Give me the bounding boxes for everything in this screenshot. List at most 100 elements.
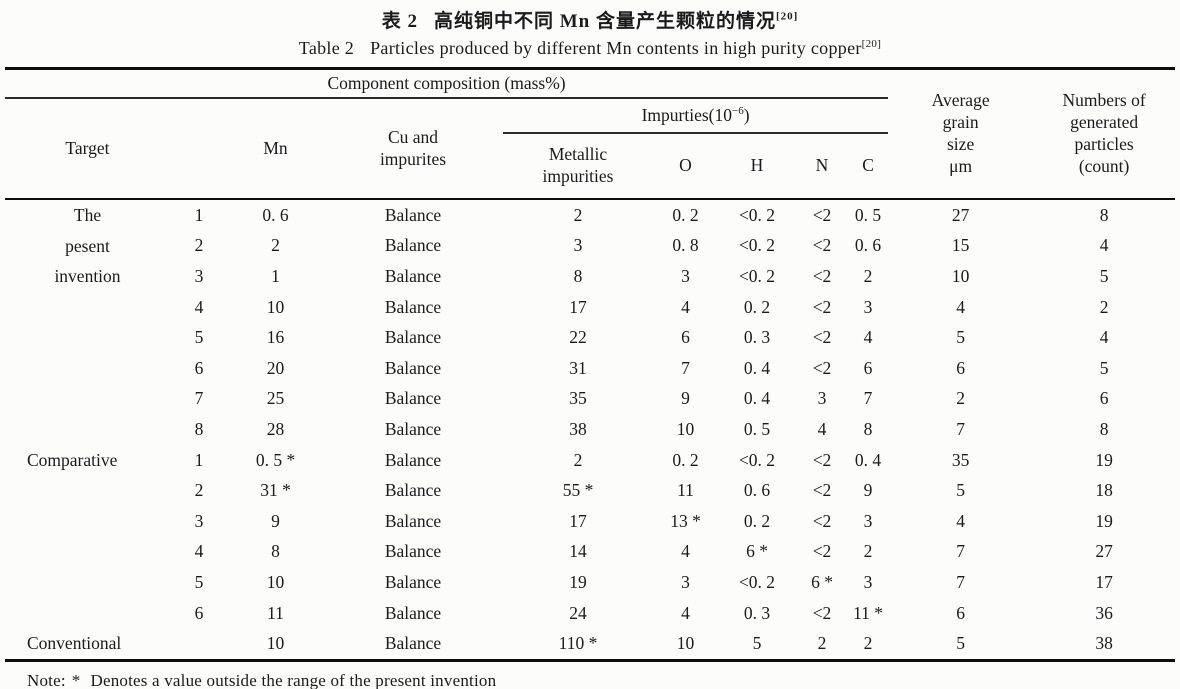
cell-hydrogen: 0. 6: [743, 480, 771, 501]
cell-oxygen: 9: [681, 388, 690, 409]
cell-sample-number: [170, 628, 228, 660]
cell-sample-number: 8: [194, 418, 204, 439]
caption-english: Table 2 Particles produced by different M…: [0, 38, 1180, 59]
cell-mn-content: 9: [271, 510, 280, 531]
table-row: Comparative 1 0. 5 * Balance 2 0. 2 <0. …: [5, 445, 1175, 476]
cell-oxygen: 7: [681, 357, 690, 378]
cell-grain-size: 27: [951, 204, 970, 225]
cell-oxygen: 10: [676, 633, 695, 654]
oxygen-column-header: O: [679, 155, 692, 176]
cell-cu-and-impurites: Balance: [384, 296, 442, 317]
grain-size-column-header: Average grain size μm: [931, 90, 990, 176]
table-row: 3 1 Balance 8 3 <0. 2 <2 2 10 5: [5, 261, 1175, 292]
cell-grain-size: 6: [956, 602, 965, 623]
cell-hydrogen: 0. 3: [743, 327, 771, 348]
footnote-text: Denotes a value outside the range of the…: [90, 670, 497, 689]
cell-grain-size: 4: [956, 510, 965, 531]
cell-carbon: 6: [863, 357, 873, 378]
cell-sample-number: 3: [194, 265, 204, 286]
table-row: The pesent invention 1 0. 6 Balance 2 0. 2…: [5, 199, 1175, 286]
cell-metallic-impurities: 2: [573, 204, 583, 225]
table-row: 6 11 Balance 24 4 0. 3 <2 11 * 6 36: [5, 598, 1175, 629]
cell-grain-size: 10: [951, 265, 970, 286]
table-body: The pesent invention 1 0. 6 Balance 2 0. 2…: [5, 199, 1176, 660]
table-header: Component composition (mass%) Average gr…: [5, 68, 1175, 200]
cell-sample-number: 1: [194, 204, 204, 225]
table-row: 3 9 Balance 17 13 * 0. 2 <2 3 4 19: [5, 506, 1175, 537]
cell-metallic-impurities: 8: [573, 265, 583, 286]
cell-oxygen: 4: [681, 602, 690, 623]
cell-carbon: 9: [863, 480, 873, 501]
caption-english-text: Particles produced by different Mn conte…: [370, 38, 862, 58]
cell-cu-and-impurites: Balance: [384, 235, 442, 256]
cell-grain-size: 35: [951, 449, 970, 470]
cell-hydrogen: <0. 2: [738, 265, 776, 286]
cell-oxygen: 3: [681, 571, 690, 592]
table-row: 2 2 Balance 3 0. 8 <0. 2 <2 0. 6 15 4: [5, 231, 1175, 262]
cell-mn-content: 0. 5 *: [255, 449, 296, 470]
cell-metallic-impurities: 38: [569, 418, 587, 439]
particles-data-table: Component composition (mass%) Average gr…: [5, 67, 1176, 662]
cell-mn-content: 16: [266, 327, 285, 348]
cell-oxygen: 3: [681, 265, 690, 286]
cell-oxygen: 0. 8: [672, 235, 699, 256]
cell-carbon: 7: [863, 388, 873, 409]
target-column-header: Target: [65, 137, 110, 158]
cell-grain-size: 5: [956, 480, 965, 501]
cell-oxygen: 13 *: [670, 510, 701, 531]
component-composition-group-header: Component composition (mass%): [5, 68, 889, 99]
cell-cu-and-impurites: Balance: [384, 602, 442, 623]
cell-oxygen: 10: [676, 418, 695, 439]
cell-hydrogen: <0. 2: [738, 571, 776, 592]
cell-mn-content: 11: [267, 602, 284, 623]
cell-nitrogen: 2: [817, 633, 827, 654]
cell-metallic-impurities: 110 *: [558, 633, 598, 654]
caption-chinese-label: 表 2: [381, 11, 418, 32]
cell-particle-count: 8: [1099, 204, 1109, 225]
cell-mn-content: 0. 6: [262, 204, 289, 225]
cell-particle-count: 27: [1095, 541, 1113, 562]
nitrogen-column-header: N: [815, 155, 829, 176]
cell-mn-content: 8: [271, 541, 280, 562]
cell-metallic-impurities: 35: [569, 388, 587, 409]
cell-mn-content: 31 *: [260, 480, 291, 501]
caption-chinese-reference: [20]: [775, 10, 799, 23]
cell-particle-count: 2: [1099, 296, 1109, 317]
cell-grain-size: 7: [956, 418, 965, 439]
cell-nitrogen: 6 *: [811, 571, 833, 592]
cell-oxygen: 11: [677, 480, 694, 501]
cell-sample-number: 3: [194, 510, 204, 531]
cell-hydrogen: <0. 2: [738, 449, 776, 470]
cell-grain-size: 6: [956, 357, 965, 378]
cell-carbon: 3: [863, 510, 873, 531]
cell-hydrogen: 0. 4: [743, 388, 771, 409]
cell-mn-content: 10: [266, 633, 285, 654]
cell-hydrogen: 0. 5: [743, 418, 771, 439]
cell-grain-size: 2: [956, 388, 965, 409]
cell-hydrogen: 0. 2: [743, 510, 771, 531]
cell-particle-count: 19: [1095, 449, 1113, 470]
impurities-group-header: Impurties(10−6): [503, 98, 889, 134]
cell-particle-count: 5: [1099, 265, 1109, 286]
generated-particles-column-header: Numbers of generated particles (count): [1062, 90, 1146, 176]
table-row: 6 20 Balance 31 7 0. 4 <2 6 6 5: [5, 353, 1175, 384]
cell-nitrogen: <2: [812, 296, 832, 317]
cell-cu-and-impurites: Balance: [384, 418, 442, 439]
cell-cu-and-impurites: Balance: [384, 388, 442, 409]
cell-nitrogen: <2: [812, 480, 832, 501]
group-label: Conventional: [27, 633, 122, 654]
cell-hydrogen: 0. 3: [743, 602, 771, 623]
cell-oxygen: 0. 2: [672, 204, 699, 225]
carbon-column-header: C: [862, 155, 874, 176]
cell-particle-count: 4: [1099, 235, 1109, 256]
cell-sample-number: 6: [194, 357, 204, 378]
cell-nitrogen: <2: [812, 265, 832, 286]
cell-carbon: 3: [863, 296, 873, 317]
cell-cu-and-impurites: Balance: [384, 541, 442, 562]
cell-mn-content: 20: [266, 357, 285, 378]
cell-particle-count: 18: [1095, 480, 1113, 501]
cell-sample-number: 6: [194, 602, 204, 623]
table-row: 5 10 Balance 19 3 <0. 2 6 * 3 7 17: [5, 567, 1175, 598]
cell-nitrogen: <2: [812, 541, 832, 562]
cell-nitrogen: <2: [812, 204, 832, 225]
